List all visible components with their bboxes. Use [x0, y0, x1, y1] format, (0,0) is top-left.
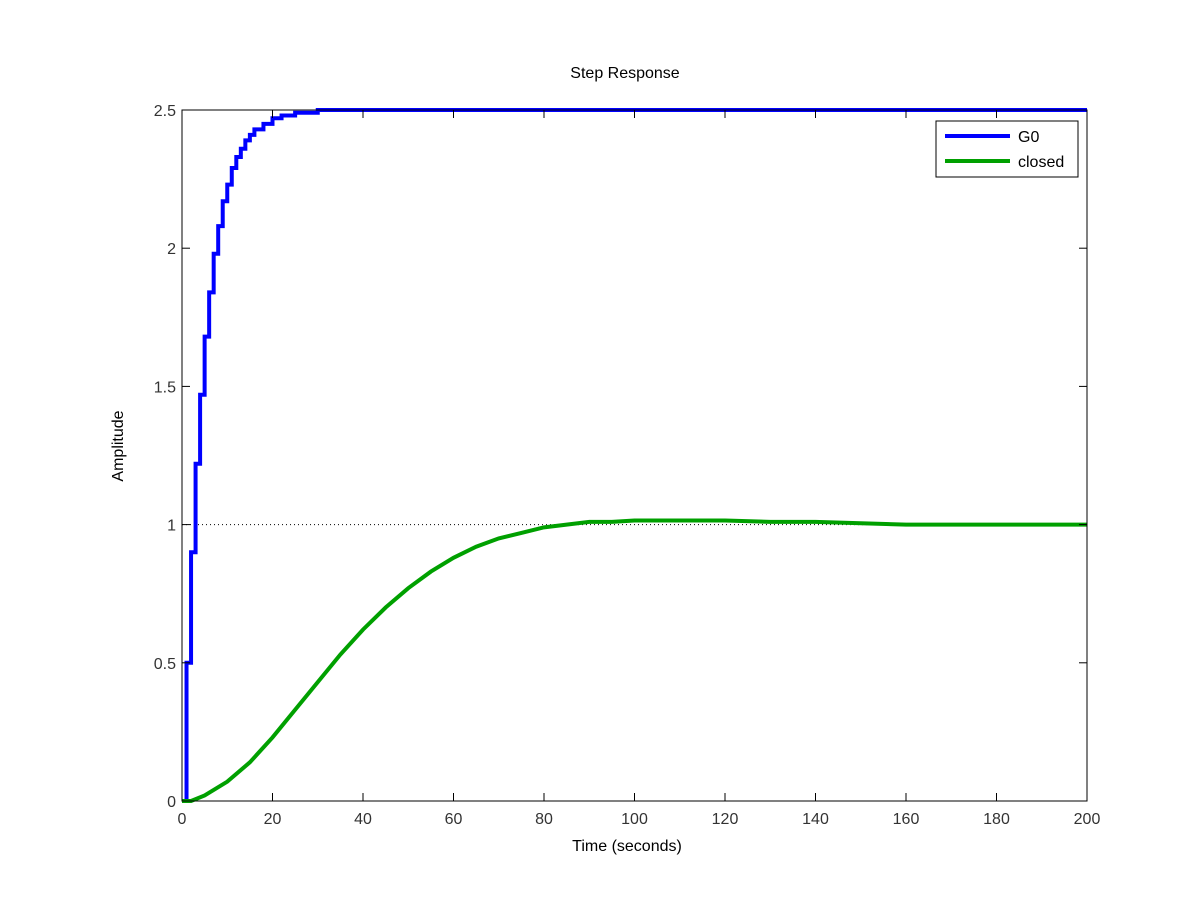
x-tick-label: 160	[893, 811, 920, 828]
y-tick-label: 1.5	[154, 379, 176, 396]
x-tick-label: 0	[178, 811, 187, 828]
x-tick-label: 120	[712, 811, 739, 828]
y-tick-label: 1	[167, 518, 176, 535]
y-axis-label: Amplitude	[110, 410, 127, 481]
y-tick-label: 2.5	[154, 103, 176, 120]
x-tick-label: 180	[983, 811, 1010, 828]
x-axis-label: Time (seconds)	[572, 838, 682, 855]
ticks-layer: 0 20 40 60 80 100 120 140 160 180 200 0 0.5 1 1.5 2 2.5	[154, 103, 1101, 828]
x-tick-label: 60	[445, 811, 463, 828]
chart-title: Step Response	[570, 65, 680, 82]
x-tick-label: 80	[535, 811, 553, 828]
y-tick-label: 0	[167, 794, 176, 811]
y-tick-label: 2	[167, 241, 176, 258]
legend-box	[935, 120, 1079, 178]
x-tick-label: 140	[802, 811, 829, 828]
legend-label-closed: closed	[1018, 154, 1064, 171]
plot-area	[182, 110, 1087, 801]
series-line-closed	[182, 518, 1087, 803]
y-tick-label: 0.5	[154, 656, 176, 673]
x-tick-label: 200	[1074, 811, 1101, 828]
x-tick-label: 100	[621, 811, 648, 828]
legend: G0 closed	[935, 120, 1079, 178]
x-tick-label: 40	[354, 811, 372, 828]
legend-label-g0: G0	[1018, 129, 1039, 146]
x-tick-label: 20	[264, 811, 282, 828]
